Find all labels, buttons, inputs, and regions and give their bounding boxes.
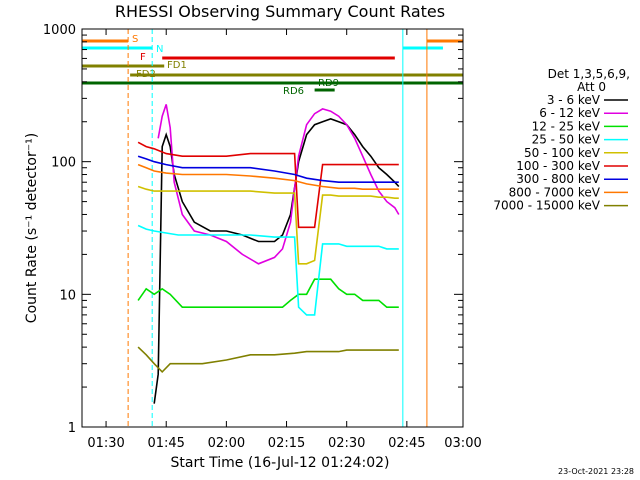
series-line-1 — [153, 118, 400, 404]
series-line-8 — [137, 163, 399, 190]
legend-item-label: 12 - 25 keV — [532, 119, 601, 133]
legend-title-1: Det 1,3,5,6,9, — [548, 67, 630, 81]
y-tick-label: 100 — [51, 156, 76, 171]
legend-item-label: 25 - 50 keV — [532, 133, 601, 147]
x-axis: 01:30 01:45 02:00 02:15 02:30 02:45 03:00 — [87, 29, 482, 451]
legend-item-label: 7000 - 15000 keV — [493, 199, 600, 213]
state-bar-label: FD2 — [136, 69, 156, 80]
legend-item-label: 800 - 7000 keV — [509, 185, 601, 199]
x-tick-label: 01:30 — [87, 436, 124, 451]
x-tick-label: 03:00 — [444, 436, 481, 451]
x-tick-label: 01:45 — [147, 436, 184, 451]
series-line-3 — [137, 278, 399, 309]
series-line-9 — [137, 346, 399, 374]
y-tick-label: 10 — [59, 288, 76, 303]
x-tick-label: 02:45 — [388, 436, 425, 451]
x-tick-label: 02:00 — [208, 436, 245, 451]
series-line-5 — [137, 185, 399, 265]
legend-item-label: 3 - 6 keV — [547, 93, 601, 107]
plot-frame — [81, 28, 464, 428]
series-line-2 — [157, 104, 400, 265]
series-group — [137, 104, 400, 404]
y-tick-label: 1 — [68, 421, 76, 436]
series-line-6 — [137, 141, 399, 229]
chart-title: RHESSI Observing Summary Count Rates — [115, 2, 445, 21]
state-bar-label: N — [156, 44, 163, 55]
y-axis: 1 10 100 1000 — [43, 23, 463, 436]
x-tick-label: 02:30 — [328, 436, 365, 451]
legend-item-label: 50 - 100 keV — [524, 146, 601, 160]
state-bar-label: RD6 — [283, 86, 304, 97]
x-tick-label: 02:15 — [268, 436, 305, 451]
x-axis-label: Start Time (16-Jul-12 01:24:02) — [170, 455, 389, 471]
state-bar-label: F — [140, 52, 146, 63]
y-axis-label: Count Rate (s⁻¹ detector⁻¹) — [24, 133, 40, 323]
legend-title-2: Att 0 — [577, 80, 606, 94]
state-bar-label: RD9 — [318, 78, 339, 89]
legend-item-label: 100 - 300 keV — [516, 159, 600, 173]
series-line-7 — [137, 155, 399, 183]
state-bar-label: FD1 — [167, 60, 187, 71]
series-line-4 — [137, 224, 399, 316]
y-tick-label: 1000 — [43, 23, 76, 38]
state-bar-label: S — [132, 34, 138, 45]
state-bars: S NF FD1 FD2 RD9 RD6 — [82, 34, 463, 97]
legend-item-label: 300 - 800 keV — [516, 172, 600, 186]
legend-item-label: 6 - 12 keV — [539, 106, 601, 120]
footer-timestamp: 23-Oct-2021 23:28 — [558, 467, 634, 476]
